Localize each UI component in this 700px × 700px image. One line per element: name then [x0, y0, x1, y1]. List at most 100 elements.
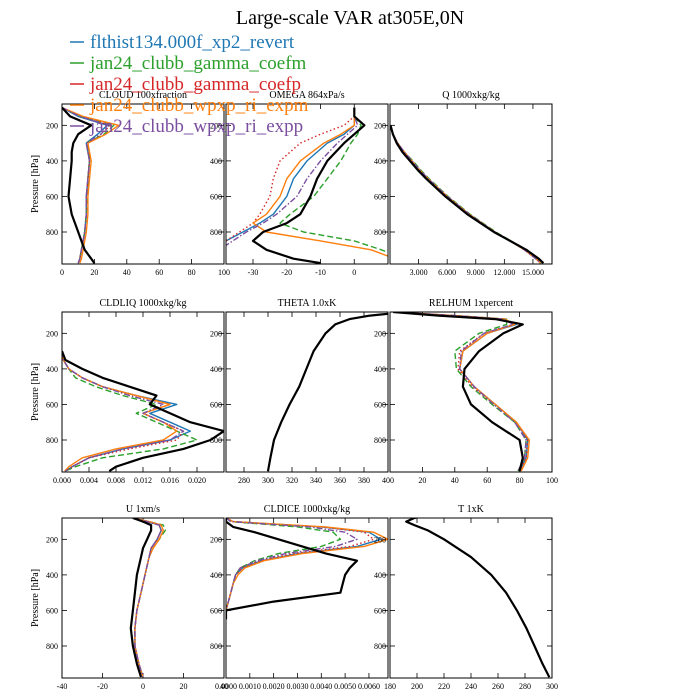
legend-label: jan24_clubb_gamma_coefp [89, 74, 301, 95]
y-tick-label: 800 [46, 228, 58, 237]
x-tick-label: 200 [411, 682, 423, 691]
series-line [393, 312, 530, 472]
y-tick-label: 400 [374, 571, 386, 580]
series-line [226, 518, 358, 620]
y-tick-label: 400 [46, 365, 58, 374]
series-line [132, 518, 162, 678]
series-line [251, 107, 366, 264]
panel-title: CLOUD 100xfraction [99, 90, 187, 101]
panel-8: T 1xK 180 200 220 240 260 280 300 200 400 600 800 [374, 504, 558, 691]
y-tick-label: 200 [46, 121, 58, 130]
x-tick-label: 40 [123, 268, 131, 277]
panel-title: Q 1000xkg/kg [442, 90, 500, 101]
series-line [390, 125, 542, 264]
x-tick-label: -10 [315, 268, 326, 277]
series-line [252, 107, 388, 257]
x-tick-label: 320 [286, 476, 298, 485]
series-line [405, 518, 550, 678]
panel-title: CLDICE 1000xkg/kg [264, 504, 350, 515]
y-tick-label: 800 [374, 228, 386, 237]
plot-frame [225, 311, 389, 473]
y-tick-label: 800 [46, 642, 58, 651]
plot-frame [61, 311, 225, 473]
x-tick-label: 0 [60, 268, 64, 277]
y-tick-label: 800 [210, 228, 222, 237]
legend-label: jan24_clubb_wpxp_ri_expp [89, 116, 303, 137]
series-line [393, 312, 524, 472]
legend-entry: jan24_clubb_gamma_coefp [70, 74, 301, 95]
x-tick-label: 0.0010 [239, 682, 261, 691]
y-tick-label: 400 [210, 365, 222, 374]
panel-3: CLDLIQ 1000xkg/kg Pressure [hPa] 0.000 0.00… [30, 298, 225, 485]
y-tick-label: 600 [374, 400, 386, 409]
y-tick-label: 600 [374, 606, 386, 615]
series-line [226, 518, 375, 620]
y-axis-label: Pressure [hPa] [30, 569, 41, 627]
panel-title: CLDLIQ 1000xkg/kg [100, 298, 187, 309]
plot-frame [61, 517, 225, 679]
series-line [132, 518, 167, 678]
x-tick-label: 0 [141, 682, 145, 691]
panel-5: RELHUM 1xpercent 20 40 60 80 100 200 400 600 800 [374, 298, 558, 485]
y-tick-label: 200 [374, 535, 386, 544]
y-tick-label: 400 [210, 571, 222, 580]
series-line [132, 518, 165, 678]
x-tick-label: 0.000 [53, 476, 71, 485]
x-tick-label: 9.000 [467, 268, 485, 277]
x-tick-label: 0.012 [134, 476, 152, 485]
series-line [62, 106, 112, 264]
series-line [226, 518, 359, 620]
x-tick-label: 0.004 [80, 476, 98, 485]
y-tick-label: 200 [46, 535, 58, 544]
x-tick-label: 0.0020 [263, 682, 285, 691]
x-tick-label: 20 [180, 682, 188, 691]
panel-6: U 1xm/s Pressure [hPa] -40 -20 0 20 40 200 400 60… [30, 504, 228, 691]
x-tick-label: 20 [90, 268, 98, 277]
plot-frame [389, 517, 553, 679]
plot-frame [61, 103, 225, 265]
panels: CLOUD 100xfraction Pressure [hPa] 0 20 40 60 8… [30, 90, 558, 691]
panel-title: THETA 1.0xK [278, 298, 337, 309]
y-tick-label: 400 [374, 157, 386, 166]
series-line [62, 106, 115, 264]
x-tick-label: 0 [352, 268, 356, 277]
series-line [267, 313, 388, 472]
legend-label: flthist134.000f_xp2_revert [90, 32, 295, 53]
legend-label: jan24_clubb_wpxp_ri_expm [89, 95, 309, 116]
y-axis-label: Pressure [hPa] [30, 363, 41, 421]
series-line [390, 125, 542, 264]
y-tick-label: 600 [374, 192, 386, 201]
x-tick-label: 0.020 [188, 476, 206, 485]
legend: flthist134.000f_xp2_revertjan24_clubb_ga… [70, 32, 309, 137]
y-tick-label: 600 [210, 192, 222, 201]
x-tick-label: 0.008 [107, 476, 125, 485]
series-line [226, 518, 342, 620]
panel-title: T 1xK [458, 504, 484, 515]
y-tick-label: 800 [46, 436, 58, 445]
series-line [267, 313, 388, 472]
x-tick-label: 180 [384, 682, 396, 691]
panel-title: U 1xm/s [126, 504, 160, 515]
y-tick-label: 800 [374, 436, 386, 445]
legend-entry: jan24_clubb_wpxp_ri_expp [70, 116, 303, 137]
series-line [62, 106, 96, 264]
y-tick-label: 400 [374, 365, 386, 374]
panel-4: THETA 1.0xK 280 300 320 340 360 380 400 200 400 60… [210, 298, 394, 485]
x-tick-label: 0.0040 [310, 682, 332, 691]
x-tick-label: 100 [546, 476, 558, 485]
series-line [226, 518, 382, 620]
x-tick-label: 260 [492, 682, 504, 691]
y-tick-label: 400 [46, 157, 58, 166]
x-tick-label: 40 [220, 682, 228, 691]
series-line [226, 518, 388, 620]
series-line [390, 125, 542, 264]
legend-label: jan24_clubb_gamma_coefm [89, 53, 307, 74]
x-tick-label: -20 [281, 268, 292, 277]
x-tick-label: 60 [155, 268, 163, 277]
series-line [267, 313, 388, 472]
y-axis-label: Pressure [hPa] [30, 155, 41, 213]
series-line [390, 125, 545, 264]
panel-title: RELHUM 1xpercent [429, 298, 513, 309]
x-tick-label: 0.0030 [286, 682, 308, 691]
x-tick-label: 100 [218, 268, 230, 277]
